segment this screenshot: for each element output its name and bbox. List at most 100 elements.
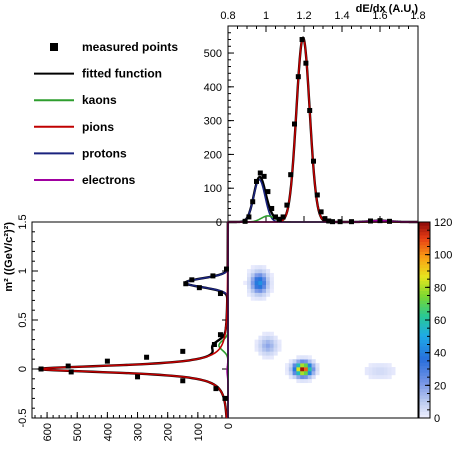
heatmap-cell xyxy=(254,269,259,274)
heatmap-cell xyxy=(269,276,274,282)
color-scale-step xyxy=(419,257,430,262)
legend-label: measured points xyxy=(82,40,178,54)
color-scale-step xyxy=(419,391,430,396)
dedx-x-tick-label: 1.2 xyxy=(296,10,311,22)
mass-measured-point xyxy=(65,363,71,369)
heatmap-cell xyxy=(250,292,255,297)
heatmap-cell xyxy=(269,351,274,356)
heatmap-cell xyxy=(258,335,263,340)
dedx-measured-point xyxy=(322,216,328,222)
heatmap-cell xyxy=(269,355,274,360)
heatmap-cell xyxy=(262,269,267,274)
heatmap-cell xyxy=(288,374,293,380)
dedx-measured-point xyxy=(254,178,259,184)
heatmap-cell xyxy=(383,367,388,372)
heatmap-cell xyxy=(368,367,373,372)
heatmap-cell xyxy=(387,367,392,372)
heatmap-cell xyxy=(258,280,263,286)
heatmap-cell xyxy=(304,359,309,364)
color-scale-step xyxy=(419,369,430,373)
color-scale-step xyxy=(419,306,430,311)
color-scale-step xyxy=(419,411,430,416)
color-scale-step xyxy=(419,408,430,412)
heatmap-cell xyxy=(300,355,305,360)
color-scale-step xyxy=(419,316,430,321)
heatmap-cell xyxy=(247,292,252,297)
color-scale-step xyxy=(419,339,430,344)
heatmap-cell xyxy=(292,367,297,372)
heatmap-cell xyxy=(311,367,316,372)
dedx-measured-point xyxy=(280,214,286,220)
heatmap-cell xyxy=(304,367,309,372)
color-scale-step xyxy=(419,267,430,272)
dedx-measured-point xyxy=(303,60,309,66)
heatmap-cell xyxy=(262,355,267,360)
heatmap-cell xyxy=(247,288,252,293)
color-scale-step xyxy=(419,372,430,376)
heatmap-cell xyxy=(300,378,305,384)
dedx-measured-point xyxy=(273,214,278,220)
color-scale-step xyxy=(419,365,430,370)
dedx-measured-point xyxy=(284,202,290,208)
heatmap-cell xyxy=(307,363,312,368)
heatmap-cell xyxy=(307,370,312,376)
heatmap-cell xyxy=(262,272,267,278)
color-scale-step xyxy=(419,355,430,360)
mass-axis-title: m² ((GeV/c²)²) xyxy=(3,222,15,292)
heatmap-cell xyxy=(262,280,267,286)
heatmap-cell xyxy=(296,359,301,364)
heatmap-cell xyxy=(300,367,305,372)
mass-y-tick-label: 1 xyxy=(17,268,29,274)
dedx-measured-point xyxy=(295,74,301,80)
heatmap-cell xyxy=(247,280,252,286)
heatmap-cell xyxy=(391,370,396,376)
mass-x-tick-label: 0 xyxy=(223,423,235,429)
dedx-measured-point xyxy=(265,189,271,195)
color-scale-step xyxy=(419,336,430,340)
color-scale-ticks: 0 20 40 60 80 100 120 xyxy=(425,217,452,425)
color-scale-step xyxy=(419,385,430,389)
heatmap-cell xyxy=(254,343,259,348)
heatmap-cell xyxy=(250,296,255,301)
heatmap-cell xyxy=(387,374,392,380)
heatmap-cell xyxy=(391,367,396,372)
color-scale: 0 20 40 60 80 100 120 xyxy=(418,217,452,425)
color-scale-step xyxy=(419,261,430,265)
dedx-y-tick-label: 400 xyxy=(204,82,222,94)
dedx-axes: 0.8 1 1.2 1.4 1.6 1.8 0 100 200 300 400 500 xyxy=(204,10,426,229)
mass-measured-point xyxy=(211,342,217,347)
dedx-measured-point xyxy=(387,218,392,224)
color-scale-step xyxy=(419,300,430,305)
heatmap-cell xyxy=(372,367,377,372)
heatmap-cell xyxy=(383,374,388,380)
color-scale-step xyxy=(419,222,430,226)
color-scale-step xyxy=(419,414,430,419)
legend-item-pions: pions xyxy=(34,120,114,134)
heatmap-cell xyxy=(380,370,385,376)
dedx-x-tick-label: 1.6 xyxy=(372,10,387,22)
color-scale-step xyxy=(419,395,430,399)
legend-label: protons xyxy=(82,146,127,160)
mass-measured-point xyxy=(223,266,229,272)
heatmap-cell xyxy=(285,363,290,368)
color-scale-step xyxy=(419,290,430,295)
heatmap-cell xyxy=(269,288,274,293)
heatmap-cell xyxy=(288,363,293,368)
heatmap-cell xyxy=(269,339,274,344)
heatmap-cell xyxy=(247,272,252,278)
heatmap-cell xyxy=(307,374,312,380)
color-scale-tick-label: 120 xyxy=(434,217,452,229)
mass-measured-point xyxy=(180,378,186,384)
heatmap-cell xyxy=(277,339,282,344)
color-scale-step xyxy=(419,248,430,252)
color-scale-step xyxy=(419,244,430,249)
mass-y-tick-label: 0 xyxy=(17,366,29,372)
heatmap-cell xyxy=(250,276,255,282)
heatmap-cell xyxy=(292,363,297,368)
heatmap-cell xyxy=(254,347,259,352)
mass-y-tick-label: 1.5 xyxy=(17,214,29,229)
heatmap-cell xyxy=(372,374,377,380)
heatmap-cell xyxy=(266,331,271,336)
heatmap-cell xyxy=(258,339,263,344)
dedx-x-tick-label: 1.8 xyxy=(410,10,425,22)
